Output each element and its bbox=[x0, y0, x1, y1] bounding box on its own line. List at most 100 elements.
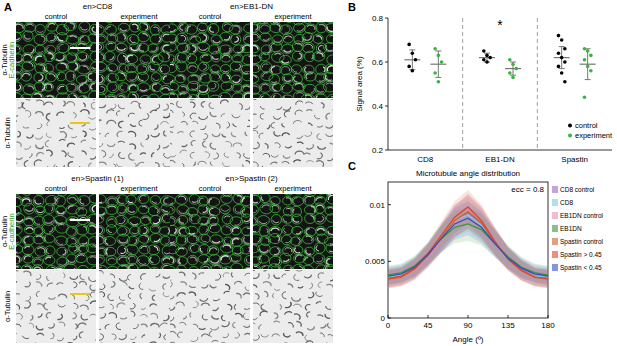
microtubule bbox=[93, 93, 96, 98]
microtubule bbox=[274, 321, 280, 322]
microtubule bbox=[325, 314, 330, 318]
microtubule bbox=[243, 45, 250, 50]
microtubule bbox=[238, 97, 243, 98]
cell-outline bbox=[222, 22, 233, 32]
microtubule bbox=[326, 259, 330, 265]
microtubule bbox=[109, 154, 113, 158]
microtubule bbox=[46, 248, 49, 253]
cell-outline bbox=[116, 94, 126, 98]
microtubule bbox=[70, 23, 74, 29]
microtubule bbox=[163, 34, 169, 37]
cell-outline bbox=[159, 65, 170, 74]
microtubule bbox=[160, 323, 167, 326]
cell-outline bbox=[303, 84, 316, 94]
microtubule bbox=[99, 227, 103, 234]
cell-outline bbox=[138, 194, 149, 204]
cell-outline bbox=[44, 95, 56, 98]
microtubule bbox=[316, 36, 321, 40]
microtubule bbox=[332, 104, 333, 109]
cell-outline bbox=[292, 51, 303, 61]
microtubule bbox=[99, 26, 102, 28]
microtubule bbox=[90, 147, 96, 149]
microtubule bbox=[38, 51, 43, 52]
cell-outline bbox=[16, 224, 22, 234]
microtubule bbox=[253, 98, 259, 99]
cell-outline bbox=[257, 216, 269, 226]
error-cap bbox=[409, 49, 415, 50]
cell-outline bbox=[140, 216, 150, 225]
cell-outline bbox=[268, 264, 281, 269]
microtubule bbox=[99, 97, 101, 98]
microtubule bbox=[305, 196, 311, 202]
microtubule bbox=[249, 247, 250, 252]
microtubule bbox=[253, 142, 259, 148]
microtubule bbox=[236, 164, 243, 167]
microtubule bbox=[31, 49, 34, 53]
microtubule bbox=[260, 113, 264, 119]
microtubule bbox=[317, 229, 324, 232]
microtubule bbox=[295, 83, 303, 88]
microtubule bbox=[118, 197, 124, 204]
microtubule bbox=[110, 274, 115, 278]
data-point bbox=[437, 80, 441, 84]
microtubule bbox=[26, 208, 33, 211]
cell-outline bbox=[149, 267, 159, 269]
microtubule bbox=[253, 226, 256, 232]
cell-outline bbox=[21, 94, 32, 98]
microtubule bbox=[318, 45, 322, 51]
cell-outline bbox=[106, 74, 119, 83]
cell-outline bbox=[304, 24, 317, 33]
microtubule bbox=[297, 136, 303, 139]
microtubule bbox=[210, 285, 216, 288]
microtubule bbox=[248, 343, 250, 344]
microtubule bbox=[317, 90, 323, 92]
cell-outline bbox=[103, 237, 115, 246]
microtubule bbox=[118, 105, 124, 109]
microtubule bbox=[29, 63, 33, 67]
microtubule bbox=[235, 332, 240, 338]
cell-outline bbox=[303, 235, 314, 244]
legend-swatch bbox=[552, 264, 558, 271]
microtubule bbox=[213, 307, 219, 310]
microtubule bbox=[35, 112, 43, 116]
microtubule bbox=[55, 268, 63, 269]
microtubule bbox=[99, 66, 105, 70]
microtubule bbox=[89, 226, 96, 229]
cell-outline bbox=[99, 34, 106, 43]
microtubule bbox=[316, 198, 322, 201]
microtubule bbox=[143, 114, 149, 120]
microtubule bbox=[50, 36, 55, 41]
microtubule bbox=[179, 259, 181, 264]
microtubule bbox=[99, 292, 104, 297]
microtubule bbox=[128, 256, 135, 259]
cell-outline bbox=[211, 51, 221, 62]
microtubule bbox=[58, 294, 66, 298]
cell-outline bbox=[89, 91, 96, 98]
microtubule bbox=[306, 144, 313, 149]
microtubule bbox=[69, 197, 76, 200]
cell-outline bbox=[170, 256, 176, 265]
microtubule bbox=[34, 267, 41, 269]
microtubule bbox=[274, 54, 280, 55]
cell-outline bbox=[198, 255, 209, 264]
microtubule bbox=[110, 304, 113, 309]
cell-outline bbox=[253, 195, 261, 204]
microtubule bbox=[253, 86, 258, 88]
cell-outline bbox=[77, 52, 89, 61]
microtubule bbox=[293, 304, 301, 307]
microtubule bbox=[232, 228, 238, 232]
cell-outline bbox=[281, 95, 294, 98]
cell-outline bbox=[259, 226, 269, 237]
cell-outline bbox=[244, 255, 250, 265]
data-point bbox=[511, 76, 515, 80]
microtubule bbox=[72, 313, 76, 319]
microtubule bbox=[244, 93, 250, 98]
cell-outline bbox=[43, 215, 55, 226]
microtubule bbox=[223, 162, 230, 166]
cell-outline bbox=[231, 226, 241, 235]
microtubule bbox=[66, 268, 74, 269]
cell-outline bbox=[125, 54, 137, 63]
cell-outline bbox=[304, 205, 317, 214]
microtubule bbox=[273, 22, 279, 23]
microtubule bbox=[131, 343, 135, 344]
